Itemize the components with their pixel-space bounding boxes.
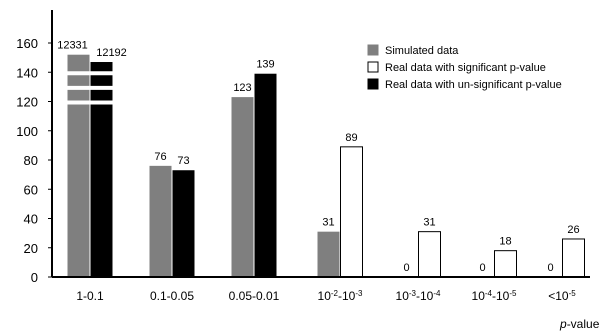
x-tick-label: 10-3-10-4 [396, 289, 441, 304]
y-axis: 0 20 40 60 80 100 120 140 160 [16, 10, 53, 285]
bar-real-data-with-significant-p-value [418, 231, 441, 278]
data-label: 139 [256, 59, 274, 71]
axis-break-mark [89, 71, 114, 76]
x-axis-title: p-value [559, 317, 600, 331]
y-tick-label: 100 [16, 124, 38, 139]
x-tick-label: <10-5 [548, 289, 576, 304]
x-tick-label: 10-4-10-5 [472, 289, 517, 304]
legend-swatch [367, 78, 379, 90]
data-label: 12192 [96, 47, 127, 59]
x-axis: 1-0.1 0.1-0.05 0.05-0.01 10-2-10-3 10-3-10-4… [52, 276, 590, 304]
data-label: 89 [345, 132, 357, 144]
bars [66, 54, 585, 278]
y-tick-label: 60 [24, 182, 38, 197]
bar-real-data-with-significant-p-value [340, 146, 363, 278]
data-label: 18 [499, 236, 511, 248]
x-tick-label: 1-0.1 [76, 289, 104, 303]
x-tick-label: 0.05-0.01 [229, 289, 280, 303]
legend: Simulated data Real data with significant… [367, 44, 562, 91]
axis-break-mark [66, 100, 91, 105]
data-label: 12331 [57, 40, 88, 52]
legend-swatch [367, 61, 379, 73]
data-label: 26 [567, 224, 579, 236]
legend-swatch [367, 44, 379, 56]
bar-real-data-with-un-significant-p-value [172, 170, 195, 277]
axis-break-mark [66, 85, 91, 90]
y-tick-label: 80 [24, 153, 38, 168]
bar-real-data-with-significant-p-value [562, 238, 585, 278]
y-tick-label: 160 [16, 36, 38, 51]
x-tick-label: 10-2-10-3 [318, 289, 363, 304]
bar-simulated-data [231, 97, 254, 277]
bar-real-data-with-un-significant-p-value [254, 73, 277, 278]
data-label: 0 [403, 262, 409, 274]
axis-break-mark [66, 71, 91, 76]
bar-simulated-data [149, 165, 172, 277]
bar-simulated-data [67, 54, 90, 278]
bar-simulated-data [317, 231, 340, 277]
legend-label: Real data with un-significant p-value [385, 79, 562, 91]
legend-label: Real data with significant p-value [385, 62, 546, 74]
data-label: 0 [547, 262, 553, 274]
data-labels: 12331 12192 76 73 123 139 31 89 0 31 0 18 0 26 [57, 40, 579, 274]
data-label: 0 [479, 262, 485, 274]
data-label: 76 [154, 151, 166, 163]
data-label: 31 [423, 217, 435, 229]
y-tick-label: 0 [31, 270, 38, 285]
data-label: 123 [233, 82, 251, 94]
legend-label: Simulated data [385, 45, 459, 57]
y-tick-label: 20 [24, 241, 38, 256]
bar-real-data-with-un-significant-p-value [90, 62, 113, 278]
y-tick-label: 140 [16, 65, 38, 80]
data-label: 73 [177, 155, 189, 167]
data-label: 31 [322, 217, 334, 229]
bar-real-data-with-significant-p-value [494, 250, 517, 278]
x-tick-label: 0.1-0.05 [150, 289, 194, 303]
y-tick-label: 40 [24, 212, 38, 227]
axis-break-mark [89, 100, 114, 105]
axis-break-mark [89, 85, 114, 90]
y-tick-label: 120 [16, 95, 38, 110]
